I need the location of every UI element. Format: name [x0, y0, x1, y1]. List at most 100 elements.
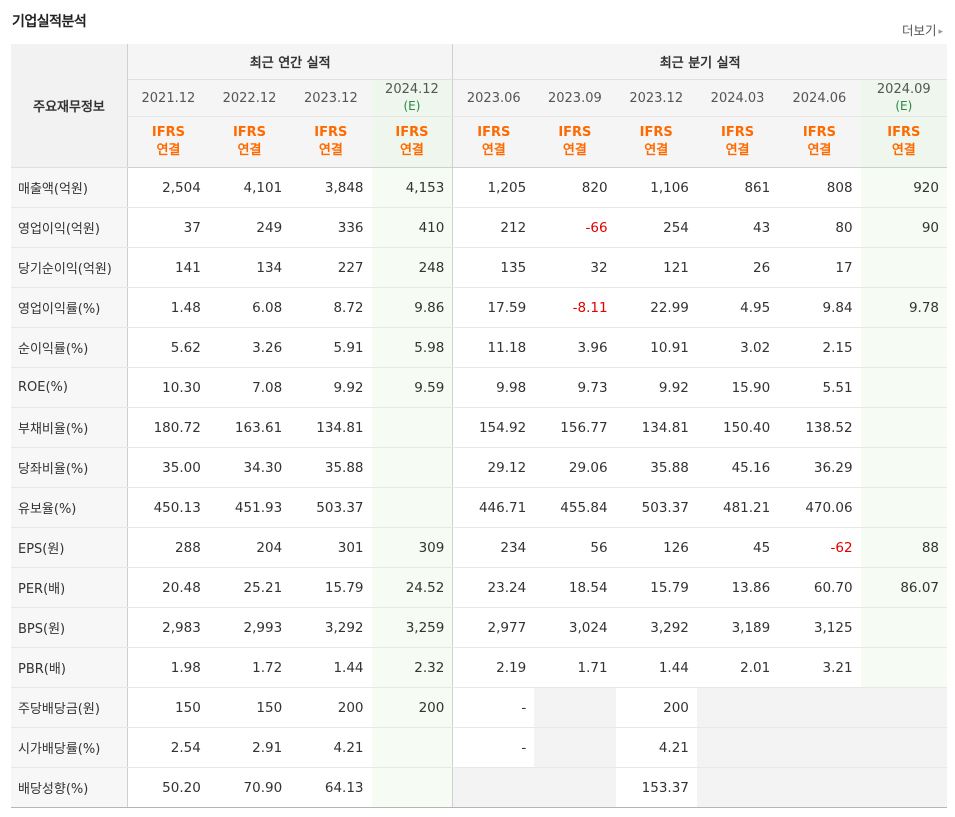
table-cell: 15.79 [615, 567, 697, 608]
ifrs-consolidated-label: IFRS 연결 [371, 116, 453, 168]
table-cell: - [452, 687, 535, 728]
table-cell: 3,125 [778, 607, 861, 648]
table-row: 배당성향(%) 50.20 70.90 64.13 153.37 [11, 767, 947, 808]
table-cell: 234 [452, 527, 535, 568]
table-cell: 3.21 [778, 647, 861, 688]
table-cell: 24.52 [371, 567, 453, 608]
ifrs-label: IFRS [558, 125, 592, 140]
consolidated-label: 연결 [399, 143, 424, 158]
table-cell: 248 [371, 247, 453, 288]
table-row: 주당배당금(원) 150 150 200 200-200 [11, 687, 947, 728]
table-cell: 309 [371, 527, 453, 568]
consolidated-label: 연결 [562, 143, 587, 158]
table-row: 부채비율(%) 180.72 163.61 134.81 154.92 156.77 134… [11, 407, 947, 448]
row-label: 매출액(억원) [11, 167, 128, 208]
table-cell [696, 727, 779, 768]
table-cell: -62 [778, 527, 861, 568]
table-cell: 481.21 [696, 487, 779, 528]
table-cell: 141 [127, 247, 209, 288]
ifrs-label: IFRS [639, 125, 673, 140]
table-cell: 254 [615, 207, 697, 248]
table-cell: 503.37 [290, 487, 372, 528]
table-cell: 37 [127, 207, 209, 248]
table-cell: 3,292 [615, 607, 697, 648]
table-cell: 2.54 [127, 727, 209, 768]
table-row: 매출액(억원) 2,504 4,101 3,848 4,153 1,205 820 1,106… [11, 167, 947, 208]
table-cell: 2.15 [778, 327, 861, 368]
table-cell: 126 [615, 527, 697, 568]
ifrs-consolidated-label: IFRS 연결 [534, 116, 616, 168]
ifrs-consolidated-label: IFRS 연결 [290, 116, 372, 168]
consolidated-label: 연결 [725, 143, 750, 158]
table-cell: 3,259 [371, 607, 453, 648]
table-cell [534, 727, 616, 768]
quarter-group-header: 최근 분기 실적 [452, 44, 947, 80]
table-cell: 80 [778, 207, 861, 248]
period-header: 2024.12 (E) [371, 79, 453, 117]
table-cell [860, 647, 947, 688]
table-cell: 200 [615, 687, 697, 728]
consolidated-label: 연결 [807, 143, 832, 158]
row-label: 당좌비율(%) [11, 447, 128, 488]
table-cell: 5.62 [127, 327, 209, 368]
table-cell: 7.08 [208, 367, 291, 408]
row-label: 순이익률(%) [11, 327, 128, 368]
table-cell: 17 [778, 247, 861, 288]
more-label: 더보기 [901, 23, 937, 38]
table-cell: 10.30 [127, 367, 209, 408]
period-header: 2023.12 [615, 79, 697, 117]
ifrs-consolidated-label: IFRS 연결 [778, 116, 861, 168]
period-header: 2023.06 [452, 79, 535, 117]
table-cell: 3,189 [696, 607, 779, 648]
period-header: 2024.03 [696, 79, 779, 117]
table-cell: 1.48 [127, 287, 209, 328]
table-row: EPS(원) 288 204 301 309 234 56 126 45 -62 88 [11, 527, 947, 568]
table-cell: 2,993 [208, 607, 291, 648]
consolidated-label: 연결 [318, 143, 343, 158]
table-cell: 180.72 [127, 407, 209, 448]
table-cell [860, 767, 947, 808]
row-label: PBR(배) [11, 647, 128, 688]
table-cell: 29.06 [534, 447, 616, 488]
table-cell [696, 767, 779, 808]
consolidated-label: 연결 [237, 143, 262, 158]
table-cell: 249 [208, 207, 291, 248]
table-cell: 9.92 [615, 367, 697, 408]
table-cell: 820 [534, 167, 616, 208]
table-cell: 45 [696, 527, 779, 568]
table-cell: 163.61 [208, 407, 291, 448]
row-label: BPS(원) [11, 607, 128, 648]
period-header: 2023.12 [290, 79, 372, 117]
table-cell [860, 407, 947, 448]
table-cell: 56 [534, 527, 616, 568]
table-cell: 17.59 [452, 287, 535, 328]
table-cell: 150 [127, 687, 209, 728]
table-cell [778, 767, 861, 808]
row-label: ROE(%) [11, 367, 128, 408]
row-label: 시가배당률(%) [11, 727, 128, 768]
table-cell: 154.92 [452, 407, 535, 448]
ifrs-consolidated-label: IFRS 연결 [452, 116, 535, 168]
table-cell: 36.29 [778, 447, 861, 488]
table-cell: 9.92 [290, 367, 372, 408]
table-cell: 20.48 [127, 567, 209, 608]
table-row: 순이익률(%) 5.62 3.26 5.91 5.98 11.18 3.96 10.91 3.0… [11, 327, 947, 368]
label-column-header: 주요재무정보 [11, 44, 128, 168]
ifrs-consolidated-label: IFRS 연결 [127, 116, 209, 168]
more-link[interactable]: 더보기 ▸ [902, 20, 943, 39]
table-cell: 4.21 [290, 727, 372, 768]
ifrs-consolidated-label: IFRS 연결 [860, 116, 947, 168]
table-row: BPS(원) 2,983 2,993 3,292 3,259 2,977 3,024 3,29… [11, 607, 947, 648]
table-cell: 4.95 [696, 287, 779, 328]
section-title: 기업실적분석 [12, 14, 87, 30]
table-cell [860, 487, 947, 528]
table-cell: 920 [860, 167, 947, 208]
table-cell: 45.16 [696, 447, 779, 488]
table-cell: 9.78 [860, 287, 947, 328]
consolidated-label: 연결 [481, 143, 506, 158]
table-cell [534, 687, 616, 728]
ifrs-label: IFRS [477, 125, 511, 140]
table-cell: 35.88 [615, 447, 697, 488]
ifrs-label: IFRS [314, 125, 348, 140]
table-cell: 150 [208, 687, 291, 728]
